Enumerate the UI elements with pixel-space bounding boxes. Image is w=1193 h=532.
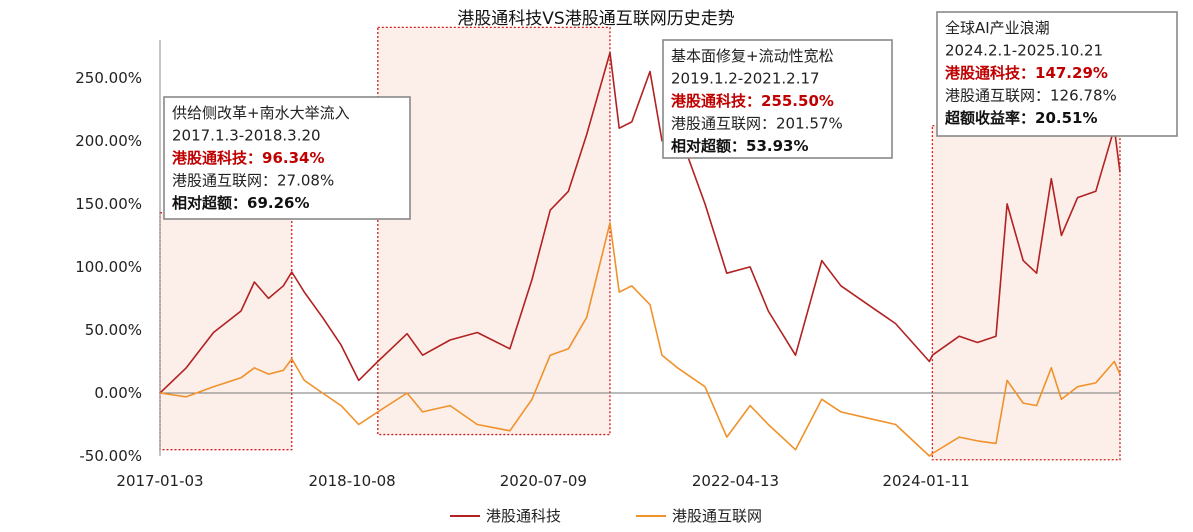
annotation-line: 2024.2.1-2025.10.21 — [945, 42, 1103, 60]
y-tick-label: 0.00% — [94, 384, 142, 402]
annotation-line: 基本面修复+流动性宽松 — [671, 47, 834, 65]
annotation-line: 港股通互联网：201.57% — [671, 115, 843, 133]
annotation-boxes: 供给侧改革+南水大举流入 2017.1.3-2018.3.20 港股通科技：96.3… — [163, 11, 1178, 220]
series-line-1 — [159, 51, 1121, 394]
axes: -50.00% 0.00% 50.00% 100.00% 150.00% 200.00% 2… — [75, 40, 1120, 490]
y-tick-label: 150.00% — [75, 195, 142, 213]
annotation-line: 港股通互联网：27.08% — [172, 172, 334, 190]
annotation-frame — [662, 39, 893, 159]
y-tick-label: -50.00% — [79, 447, 142, 465]
annotation-line: 相对超额：53.93% — [671, 137, 808, 155]
annotation-line: 供给侧改革+南水大举流入 — [172, 104, 350, 122]
annotation-line: 相对超额：69.26% — [172, 194, 309, 212]
annotation-line: 2019.1.2-2021.2.17 — [671, 70, 820, 88]
annotation-line: 2017.1.3-2018.3.20 — [172, 127, 321, 145]
legend: 港股通科技 港股通互联网 — [450, 507, 762, 525]
legend-item-2: 港股通互联网 — [636, 507, 762, 525]
annotation-line: 超额收益率：20.51% — [944, 109, 1097, 127]
annotation-box-1: 供给侧改革+南水大举流入 2017.1.3-2018.3.20 港股通科技：96.3… — [163, 96, 411, 220]
annotation-box-2: 基本面修复+流动性宽松 2019.1.2-2021.2.17 港股通科技：255.5… — [662, 39, 893, 159]
y-tick-label: 200.00% — [75, 132, 142, 150]
y-tick-label: 50.00% — [85, 321, 142, 339]
x-tick-label: 2020-07-09 — [500, 472, 587, 490]
x-tick-label: 2022-04-13 — [692, 472, 779, 490]
legend-label: 港股通科技 — [486, 507, 561, 525]
legend-item-1: 港股通科技 — [450, 507, 561, 525]
y-tick-label: 100.00% — [75, 258, 142, 276]
x-tick-label: 2017-01-03 — [116, 472, 203, 490]
highlight-region-3 — [931, 125, 1121, 461]
annotation-frame — [936, 11, 1178, 137]
annotation-line: 港股通科技：147.29% — [945, 64, 1108, 82]
x-tick-label: 2024-01-11 — [882, 472, 969, 490]
annotation-line: 港股通互联网：126.78% — [945, 87, 1117, 105]
chart-title: 港股通科技VS港股通互联网历史走势 — [457, 9, 734, 29]
annotation-frame — [163, 96, 411, 220]
annotation-line: 全球AI产业浪潮 — [945, 19, 1050, 37]
highlight-region-2 — [377, 26, 611, 436]
annotation-box-3: 全球AI产业浪潮 2024.2.1-2025.10.21 港股通科技：147.29%… — [936, 11, 1178, 137]
legend-label: 港股通互联网 — [672, 507, 762, 525]
x-tick-label: 2018-10-08 — [309, 472, 396, 490]
annotation-line: 港股通科技：96.34% — [172, 149, 324, 167]
highlight-region-1 — [159, 212, 293, 451]
y-tick-label: 250.00% — [75, 69, 142, 87]
series-lines — [159, 51, 1121, 457]
annotation-line: 港股通科技：255.50% — [671, 92, 834, 110]
series-line-2 — [159, 222, 1121, 457]
